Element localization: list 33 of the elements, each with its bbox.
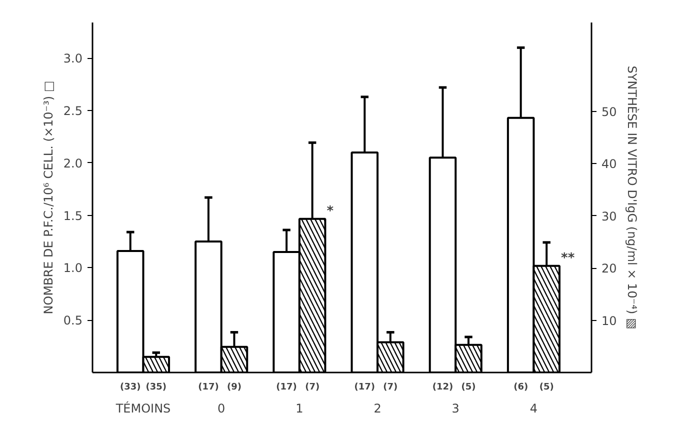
x-tick-label: 3 xyxy=(452,402,460,416)
y2-tick-label: 10 xyxy=(602,314,617,328)
y-tick-label: 2.5 xyxy=(63,104,83,118)
y-tick-label: 0.5 xyxy=(63,314,83,328)
text: (9) xyxy=(226,382,242,392)
text: (7) xyxy=(383,382,398,392)
text: (17) xyxy=(198,382,219,392)
text: (17) xyxy=(354,382,376,392)
y-tick-label: 3.0 xyxy=(63,52,83,66)
text: (33) xyxy=(120,382,141,392)
x-tick-label: TÉMOINS xyxy=(114,400,171,416)
text: (6) xyxy=(514,382,528,392)
data-label: ** xyxy=(561,250,575,266)
data-label: * xyxy=(326,204,334,219)
x-tick-label: 2 xyxy=(374,402,382,416)
y-tick-label: 2.0 xyxy=(63,156,83,170)
y2-tick-label: 20 xyxy=(602,262,617,276)
text: (5) xyxy=(461,382,476,392)
text: (12) xyxy=(432,382,454,392)
text: (5) xyxy=(539,382,554,392)
x-tick-label: 1 xyxy=(296,402,304,416)
text: (7) xyxy=(305,382,320,392)
y-tick-label: 1.5 xyxy=(63,208,83,223)
x-tick-label: 0 xyxy=(218,402,226,416)
y2-tick-label: 40 xyxy=(602,157,617,172)
text: (17) xyxy=(276,382,297,392)
y-axis-title: NOMBRE DE P.F.C./10⁶ CELL. (×10⁻³) □ xyxy=(41,80,56,314)
x-tick-label: 4 xyxy=(530,402,538,416)
y2-axis-title: SYNTHÈSE IN VITRO D'IgG (ng/ml × 10⁻⁴) ▧ xyxy=(624,66,640,330)
y2-tick-label: 50 xyxy=(602,104,617,119)
y-tick-label: 1.0 xyxy=(63,261,83,276)
y2-tick-label: 30 xyxy=(602,209,617,224)
text: (35) xyxy=(146,382,167,392)
